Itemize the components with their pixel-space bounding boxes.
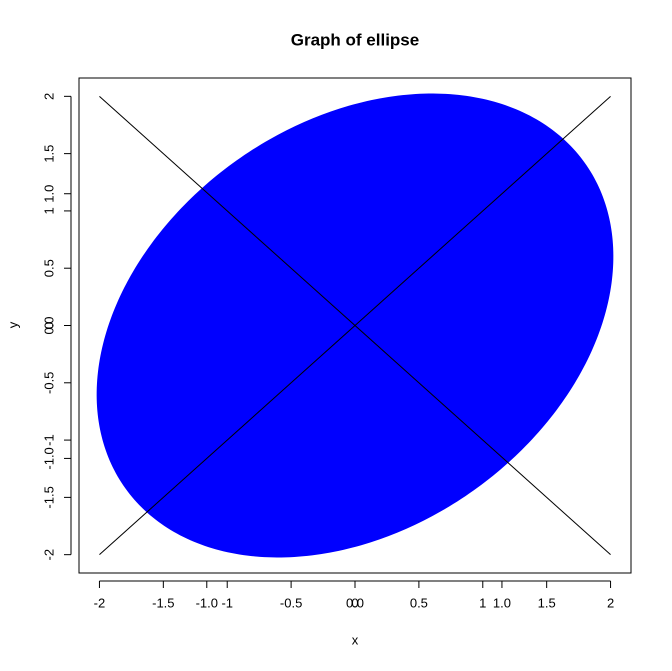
diagonal-line [99,95,611,556]
y-tick-label: -1 [41,434,56,446]
x-tick-label: 1.0 [493,595,511,610]
x-axis-title: x [352,632,359,647]
y-tick-label: 1.0 [41,185,56,203]
x-tick-label: 0 [351,595,358,610]
x-tick-label: 0.0 [346,595,364,610]
y-tick-label: 2 [41,93,56,100]
y-tick-label: -1.0 [41,447,56,469]
chart-title: Graph of ellipse [291,30,419,49]
x-tick-label: 1.5 [538,595,556,610]
y-axis-title: y [5,321,20,328]
y-tick-label: 0.0 [41,316,56,334]
x-tick-label: -1.5 [152,595,174,610]
x-tick-label: -2 [94,595,106,610]
x-tick-label: 2 [607,595,614,610]
y-tick-label: -0.5 [41,372,56,394]
y-tick-label: 0.5 [41,259,56,277]
y-tick-label: -1.5 [41,486,56,508]
y-tick-label: 1.5 [41,145,56,163]
y-tick-label: 0 [41,322,56,329]
plot-frame [78,77,632,574]
y-tick-label: -2 [41,549,56,561]
x-tick-label: -1.0 [196,595,218,610]
x-tick-label: 0.5 [410,595,428,610]
x-tick-label: 1 [479,595,486,610]
x-tick-label: -1 [221,595,233,610]
x-tick-label: -0.5 [280,595,302,610]
y-tick-label: 1 [41,207,56,214]
